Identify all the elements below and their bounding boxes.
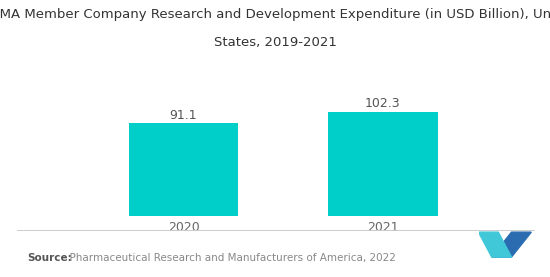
- Polygon shape: [492, 232, 531, 257]
- Text: 91.1: 91.1: [170, 109, 197, 122]
- Text: Source:: Source:: [28, 253, 72, 263]
- Text: 102.3: 102.3: [365, 97, 401, 110]
- Text: States, 2019-2021: States, 2019-2021: [213, 36, 337, 49]
- Bar: [129, 123, 238, 216]
- Text: PhRMA Member Company Research and Development Expenditure (in USD Billion), Unit: PhRMA Member Company Research and Develo…: [0, 8, 550, 21]
- Bar: [328, 112, 438, 216]
- Text: Pharmaceutical Research and Manufacturers of America, 2022: Pharmaceutical Research and Manufacturer…: [63, 253, 396, 263]
- Polygon shape: [478, 232, 512, 257]
